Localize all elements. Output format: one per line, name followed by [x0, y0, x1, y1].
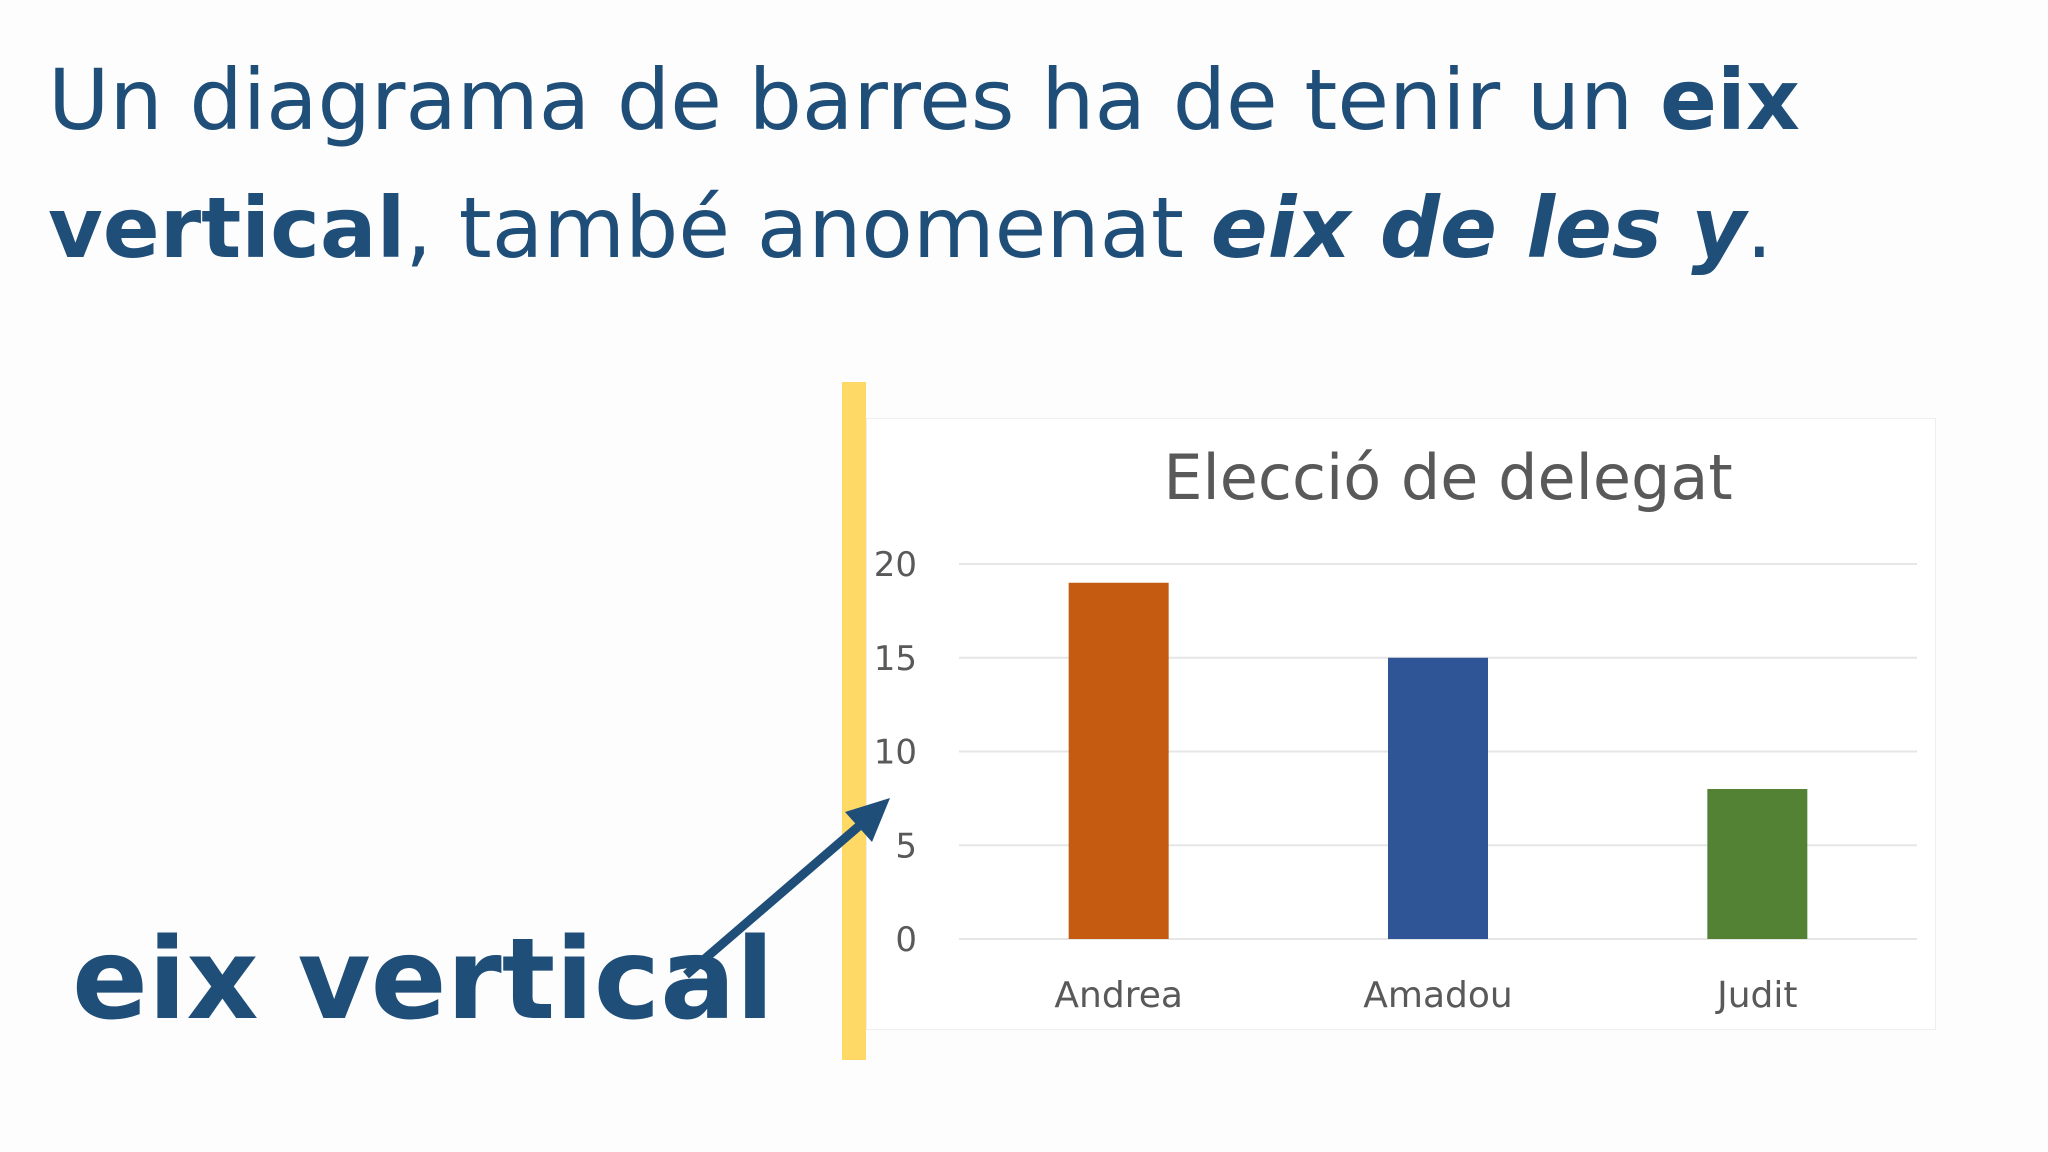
chart-title: Elecció de delegat: [1163, 441, 1732, 514]
bar: [1707, 789, 1808, 939]
vertical-axis-highlight: [842, 382, 866, 1060]
x-tick-label: Amadou: [1363, 975, 1512, 1016]
bar: [1388, 657, 1488, 939]
y-tick-label: 0: [895, 920, 917, 960]
headline-text-2: , també anomenat: [405, 179, 1211, 277]
chart-frame: Elecció de delegat 0 5 10 15 20 Andrea Amadou Ju…: [866, 418, 1936, 1030]
callout-label: eix vertical: [72, 915, 775, 1045]
headline-italic-term: eix de les y: [1210, 179, 1746, 277]
bar: [1068, 582, 1169, 939]
bar-chart: Elecció de delegat 0 5 10 15 20 Andrea Amadou Ju…: [874, 441, 1917, 1016]
y-tick-label: 15: [874, 639, 917, 679]
y-tick-label: 10: [874, 733, 917, 773]
headline: Un diagrama de barres ha de tenir un eix…: [48, 36, 1948, 292]
headline-text-3: .: [1745, 179, 1773, 277]
headline-text-1: Un diagrama de barres ha de tenir un: [48, 51, 1660, 149]
x-tick-label: Andrea: [1054, 975, 1183, 1016]
x-tick-label: Judit: [1715, 975, 1797, 1016]
headline-bold-term: eix vertical: [48, 51, 1800, 277]
y-tick-label: 20: [874, 545, 917, 585]
y-tick-label: 5: [895, 826, 917, 866]
